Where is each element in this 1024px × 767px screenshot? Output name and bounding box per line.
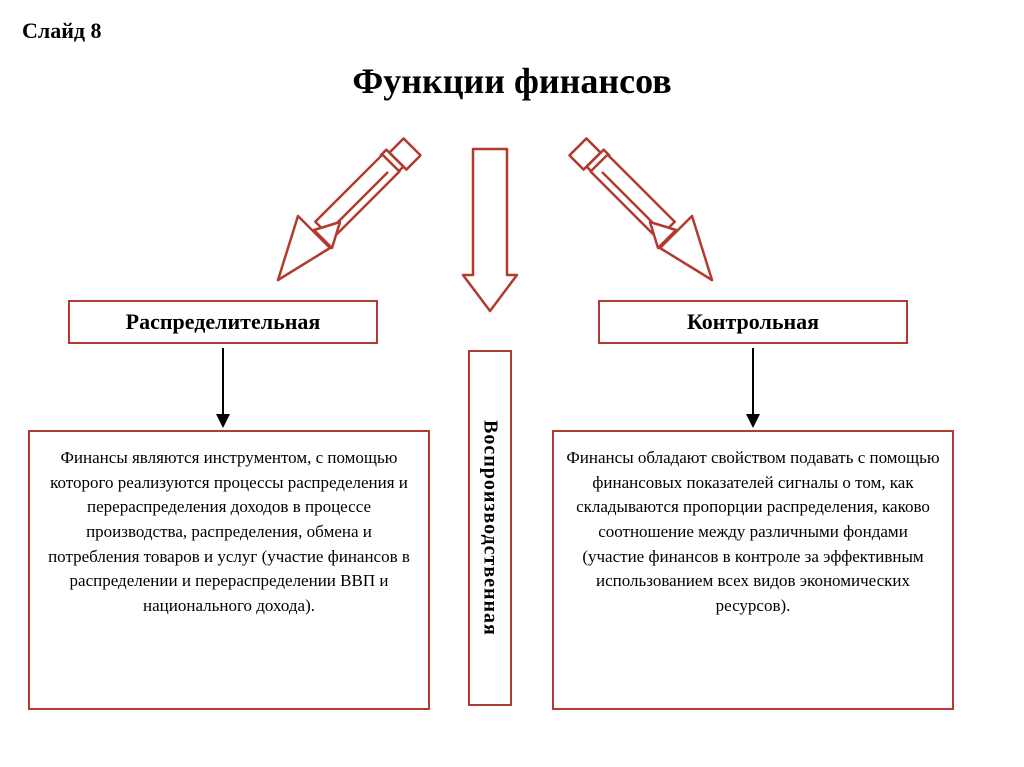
right-function-label: Контрольная	[598, 300, 908, 344]
left-function-description-text: Финансы являются инструментом, с помощью…	[42, 446, 416, 618]
simple-arrow-right-icon	[744, 346, 762, 430]
slide-number: Слайд 8	[22, 18, 102, 44]
right-function-label-text: Контрольная	[687, 309, 819, 335]
center-function-label: Воспроизводственная	[468, 350, 512, 706]
right-function-description: Финансы обладают свойством подавать с по…	[552, 430, 954, 710]
pencil-arrow-right-icon	[560, 130, 720, 290]
left-function-label-text: Распределительная	[126, 309, 321, 335]
left-function-description: Финансы являются инструментом, с помощью…	[28, 430, 430, 710]
block-arrow-down-icon	[459, 145, 521, 315]
left-function-label: Распределительная	[68, 300, 378, 344]
slide-title: Функции финансов	[0, 60, 1024, 102]
simple-arrow-left-icon	[214, 346, 232, 430]
right-function-description-text: Финансы обладают свойством подавать с по…	[566, 446, 940, 618]
center-function-label-text: Воспроизводственная	[479, 420, 502, 636]
pencil-arrow-left-icon	[270, 130, 430, 290]
